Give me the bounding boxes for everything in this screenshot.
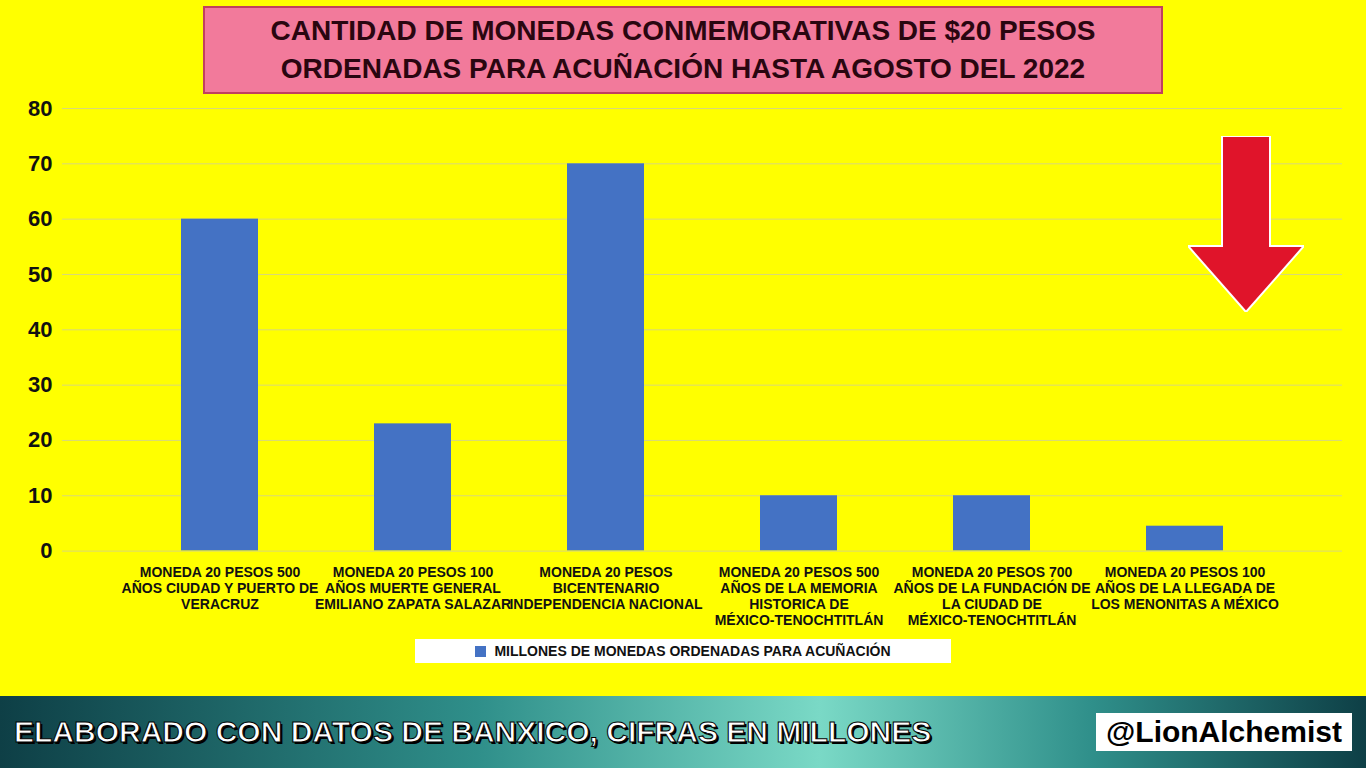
svg-text:60: 60 [28,206,52,231]
svg-text:10: 10 [28,483,52,508]
svg-text:70: 70 [28,151,52,176]
svg-text:30: 30 [28,372,52,397]
html-text:CANTIDAD DE MONEDAS CONMEMORAT: CANTIDAD DE MONEDAS CONMEMORATIVAS DE $2… [270,15,1096,84]
svg-text:50: 50 [28,262,52,287]
svg-text:MONEDA 20 PESOS 500AÑOS DE LA: MONEDA 20 PESOS 500AÑOS DE LA MEMORIAHIS… [715,564,884,628]
html-text:MILLONES DE MONEDAS ORDENADAS: MILLONES DE MONEDAS ORDENADAS PARA ACUÑA… [494,643,891,659]
svg-text:MONEDA 20 PESOS 100AÑOS DE LA: MONEDA 20 PESOS 100AÑOS DE LA LLEGADA DE… [1091,564,1279,612]
svg-text:MONEDA 20 PESOS 100AÑOS MUERTE: MONEDA 20 PESOS 100AÑOS MUERTE GENERALEM… [315,564,511,612]
svg-text:40: 40 [28,317,52,342]
svg-text:0: 0 [40,538,52,563]
svg-text:80: 80 [28,96,52,121]
html-text:ELABORADO CON DATOS DE BANXICO: ELABORADO CON DATOS DE BANXICO, CIFRAS E… [14,715,932,748]
html-text:@LionAlchemist: @LionAlchemist [1106,715,1342,748]
svg-text:MONEDA 20 PESOS 700AÑOS DE LA: MONEDA 20 PESOS 700AÑOS DE LA FUNDACIÓN … [893,564,1090,628]
svg-text:MONEDA 20 PESOS 500AÑOS CIUDAD: MONEDA 20 PESOS 500AÑOS CIUDAD Y PUERTO … [122,564,319,612]
svg-text:20: 20 [28,427,52,452]
svg-text:MONEDA 20 PESOSBICENTENARIOIND: MONEDA 20 PESOSBICENTENARIOINDEPENDENCIA… [509,564,703,612]
